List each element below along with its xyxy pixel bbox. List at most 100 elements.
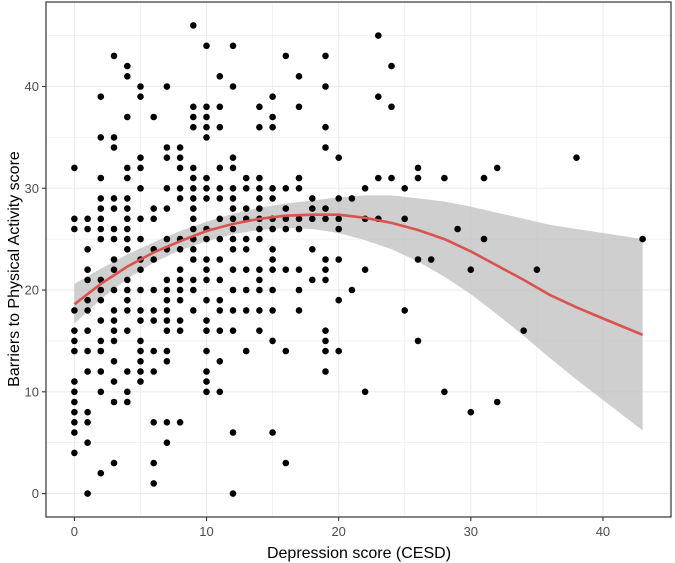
- data-point: [110, 398, 118, 406]
- data-point: [229, 42, 237, 50]
- data-point: [203, 317, 210, 324]
- data-point: [242, 266, 250, 274]
- data-point: [216, 235, 224, 243]
- data-point: [97, 195, 105, 202]
- data-point: [110, 195, 118, 202]
- data-point: [137, 235, 144, 243]
- data-point: [414, 174, 422, 182]
- data-point: [71, 337, 78, 345]
- data-point: [256, 123, 263, 131]
- data-point: [269, 307, 276, 314]
- data-point: [150, 480, 157, 487]
- data-point: [84, 347, 91, 355]
- data-point: [124, 215, 131, 223]
- data-point: [110, 327, 118, 335]
- data-point: [110, 317, 118, 324]
- y-axis: 0 10 20 30 40: [25, 79, 46, 501]
- data-point: [124, 235, 131, 243]
- data-point: [84, 276, 91, 284]
- data-point: [441, 388, 448, 396]
- data-point: [361, 266, 369, 274]
- confidence-ribbon-layer: [74, 195, 643, 431]
- data-point: [335, 347, 343, 355]
- data-point: [84, 368, 91, 375]
- data-point: [203, 185, 210, 192]
- data-point: [150, 459, 157, 467]
- data-point: [203, 123, 210, 131]
- data-point: [71, 408, 78, 416]
- data-point: [150, 286, 157, 294]
- data-point: [137, 286, 144, 294]
- data-point: [124, 398, 131, 406]
- data-point: [229, 266, 237, 274]
- data-point: [150, 256, 157, 263]
- data-point: [295, 307, 303, 314]
- data-point: [203, 256, 210, 263]
- data-point: [322, 276, 329, 284]
- data-point: [322, 205, 329, 212]
- data-point: [137, 185, 144, 192]
- data-point: [150, 317, 157, 324]
- x-tick-label: 30: [464, 524, 478, 539]
- data-point: [97, 368, 105, 375]
- data-point: [229, 429, 237, 436]
- data-point: [163, 439, 171, 447]
- data-point: [269, 123, 276, 131]
- data-point: [256, 266, 263, 274]
- data-point: [137, 154, 144, 161]
- data-point: [388, 174, 395, 182]
- data-point: [229, 246, 237, 253]
- data-point: [203, 235, 210, 243]
- data-point: [203, 174, 210, 182]
- data-point: [163, 235, 171, 243]
- data-point: [269, 225, 276, 233]
- data-point: [322, 337, 329, 345]
- data-point: [71, 225, 78, 233]
- data-point: [163, 185, 171, 192]
- data-point: [97, 134, 105, 141]
- data-point: [190, 246, 197, 253]
- data-point: [533, 266, 541, 274]
- data-point: [97, 296, 105, 304]
- data-point: [203, 368, 210, 375]
- data-point: [124, 113, 131, 121]
- data-point: [203, 113, 210, 121]
- data-point: [242, 205, 250, 212]
- data-point: [137, 368, 144, 375]
- data-point: [216, 358, 224, 365]
- confidence-ribbon: [74, 195, 643, 431]
- data-point: [203, 195, 210, 202]
- data-point: [269, 337, 276, 345]
- data-point: [229, 235, 237, 243]
- data-point: [216, 103, 224, 111]
- data-point: [295, 103, 303, 111]
- data-point: [414, 256, 422, 263]
- data-point: [176, 296, 184, 304]
- data-point: [493, 164, 501, 172]
- data-point: [361, 185, 369, 192]
- data-point: [375, 32, 382, 39]
- data-point: [190, 185, 197, 192]
- data-point: [110, 52, 118, 60]
- data-point: [97, 347, 105, 355]
- data-point: [176, 195, 184, 202]
- data-point: [229, 225, 237, 233]
- data-point: [71, 215, 78, 223]
- data-point: [190, 195, 197, 202]
- data-point: [256, 205, 263, 212]
- data-point: [295, 266, 303, 274]
- data-point: [110, 286, 118, 294]
- data-point: [203, 347, 210, 355]
- gridlines: [46, 2, 671, 517]
- data-point: [190, 174, 197, 182]
- x-tick-label: 40: [596, 524, 610, 539]
- data-point: [322, 368, 329, 375]
- data-point: [150, 368, 157, 375]
- data-point: [216, 215, 224, 223]
- data-point: [176, 419, 184, 426]
- data-point: [573, 154, 580, 161]
- data-point: [269, 266, 276, 274]
- data-point: [150, 347, 157, 355]
- data-point: [97, 174, 105, 182]
- data-point: [493, 398, 501, 406]
